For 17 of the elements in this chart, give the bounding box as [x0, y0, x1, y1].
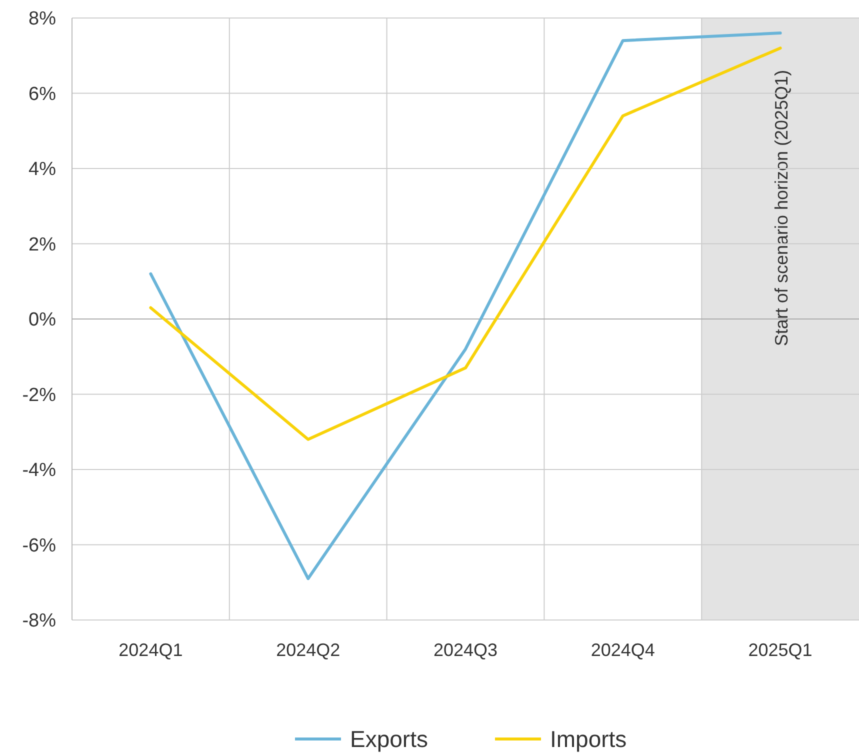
y-tick-label: -4% [22, 460, 56, 482]
y-tick-label: 2% [28, 234, 56, 256]
x-tick-label: 2024Q1 [118, 640, 183, 660]
y-tick-label: 0% [28, 310, 56, 331]
x-tick-label: 2024Q4 [590, 640, 655, 660]
legend-label: Exports [350, 726, 428, 752]
y-tick-label: -2% [22, 384, 56, 406]
y-tick-label: -6% [22, 535, 56, 556]
y-tick-label: 6% [28, 84, 56, 105]
y-tick-label: 4% [28, 159, 56, 180]
band-label: Start of scenario horizon (2025Q1) [771, 70, 792, 346]
y-tick-label: -8% [22, 610, 56, 632]
x-tick-label: 2025Q1 [748, 640, 812, 660]
x-tick-label: 2024Q3 [433, 640, 498, 660]
x-tick-label: 2024Q2 [276, 640, 340, 660]
y-tick-label: 8% [28, 8, 56, 30]
legend-label: Imports [550, 726, 627, 752]
